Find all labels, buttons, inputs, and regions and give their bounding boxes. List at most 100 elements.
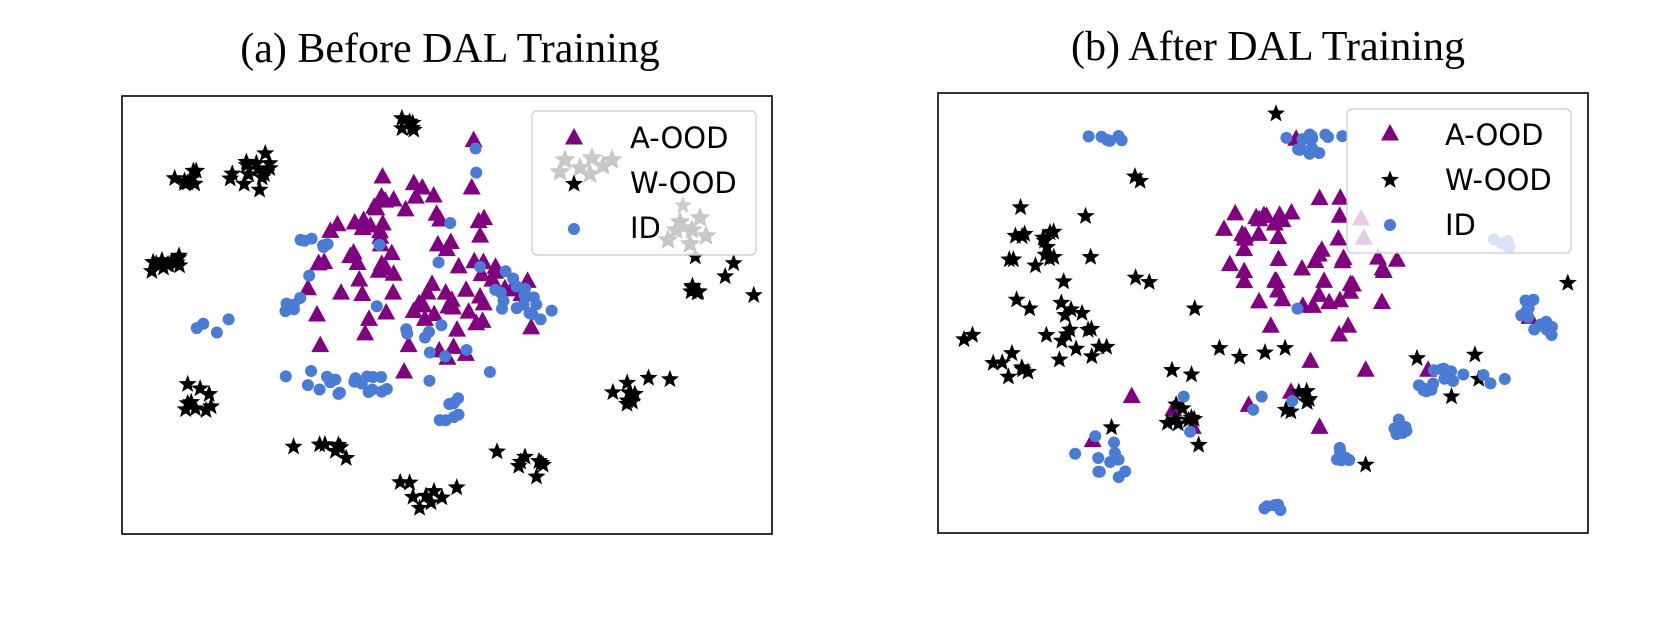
- panel-b-legend-label-w-ood: W-OOD: [1445, 163, 1552, 197]
- a-ood-point: [439, 296, 458, 314]
- w-ood-point: [185, 174, 204, 192]
- id-point: [419, 331, 432, 344]
- id-point: [280, 297, 293, 310]
- w-ood-point: [1040, 249, 1059, 267]
- w-ood-point: [1018, 362, 1037, 380]
- id-point: [1274, 504, 1287, 517]
- a-ood-point: [472, 264, 491, 282]
- w-ood-point: [250, 180, 269, 198]
- a-ood-point: [372, 186, 391, 204]
- w-ood-point: [1012, 358, 1031, 376]
- a-ood-point: [353, 284, 372, 302]
- w-ood-point: [144, 252, 163, 270]
- w-ood-point: [999, 367, 1018, 385]
- id-point: [1306, 132, 1319, 145]
- id-point: [518, 289, 531, 302]
- w-ood-point: [197, 400, 215, 418]
- id-point: [222, 313, 235, 326]
- w-ood-point: [154, 258, 173, 276]
- w-ood-point: [169, 248, 188, 266]
- id-point: [1247, 403, 1260, 416]
- a-ood-point: [1282, 202, 1301, 220]
- id-point: [1477, 369, 1490, 382]
- w-ood-point: [744, 285, 763, 303]
- id-point: [1107, 436, 1120, 449]
- w-ood-point: [403, 487, 422, 505]
- w-ood-point: [688, 283, 707, 301]
- w-ood-point: [1026, 256, 1045, 274]
- w-ood-faded-point: [592, 155, 614, 175]
- w-ood-point: [1081, 247, 1100, 265]
- a-ood-point: [473, 311, 492, 328]
- id-point: [361, 370, 374, 383]
- id-point: [545, 304, 558, 317]
- w-ood-point: [1089, 337, 1108, 355]
- w-ood-point: [1060, 320, 1079, 338]
- w-ood-point: [315, 434, 334, 453]
- id-point: [435, 319, 448, 332]
- id-point: [401, 327, 414, 340]
- a-ood-point: [448, 320, 467, 337]
- a-ood-point: [483, 270, 502, 287]
- id-point: [1333, 441, 1346, 454]
- a-ood-point: [449, 256, 468, 274]
- w-ood-point: [1067, 339, 1086, 357]
- a-ood-point: [474, 293, 493, 311]
- w-ood-point: [178, 374, 197, 392]
- w-ood-point: [186, 399, 205, 417]
- id-point: [1343, 454, 1356, 467]
- a-ood-point: [396, 199, 415, 217]
- id-point: [439, 350, 452, 363]
- w-ood-point: [191, 379, 210, 397]
- w-ood-point: [686, 247, 705, 265]
- id-point: [1255, 390, 1268, 403]
- w-ood-point: [1297, 381, 1316, 399]
- id-point: [1498, 373, 1511, 385]
- w-ood-point: [1189, 435, 1208, 453]
- id-point: [432, 256, 445, 269]
- w-ood-point: [488, 442, 507, 460]
- w-ood-point: [1020, 299, 1039, 317]
- w-ood-point: [1004, 250, 1023, 268]
- w-ood-point: [416, 486, 435, 504]
- w-ood-point: [1044, 222, 1063, 240]
- w-ood-point: [1097, 337, 1116, 355]
- a-ood-point: [1310, 188, 1329, 206]
- id-point: [1112, 453, 1125, 466]
- a-ood-point: [1334, 248, 1353, 265]
- a-ood-point: [1249, 224, 1268, 241]
- w-ood-point: [393, 118, 411, 137]
- id-point: [1306, 142, 1319, 155]
- panel-a-marks: [142, 108, 763, 516]
- id-point: [313, 383, 326, 396]
- id-point: [375, 370, 388, 383]
- w-ood-point: [1356, 455, 1375, 473]
- w-ood-point: [447, 478, 466, 496]
- w-ood-point: [200, 384, 219, 402]
- a-ood-point: [1235, 271, 1254, 289]
- panel-a-legend-markers: [549, 128, 717, 253]
- id-point: [333, 386, 346, 399]
- a-ood-point: [1220, 254, 1239, 272]
- id-point: [507, 272, 520, 285]
- id-point: [298, 234, 311, 247]
- legend-marker-w-ood: [1381, 170, 1399, 188]
- a-ood-point: [1254, 205, 1273, 223]
- a-ood-point: [1343, 274, 1362, 292]
- id-point: [279, 370, 292, 383]
- panel-b-marks: [955, 104, 1577, 517]
- id-point: [349, 372, 362, 385]
- a-ood-point: [1301, 351, 1320, 368]
- id-point: [1089, 430, 1102, 443]
- a-ood-point: [415, 309, 434, 326]
- w-ood-point: [1050, 350, 1069, 368]
- w-ood-faded-point: [695, 225, 717, 245]
- w-ood-point: [984, 353, 1003, 371]
- w-ood-point: [326, 441, 345, 459]
- panel-a-legend-label-id: ID: [630, 211, 661, 245]
- w-ood-point: [618, 373, 637, 391]
- w-ood-point: [1165, 410, 1184, 428]
- a-ood-point: [356, 323, 375, 341]
- a-ood-point: [428, 234, 447, 252]
- panel-b-after-dal: (b) After DAL Training A-OOD W-OOD ID: [937, 24, 1589, 534]
